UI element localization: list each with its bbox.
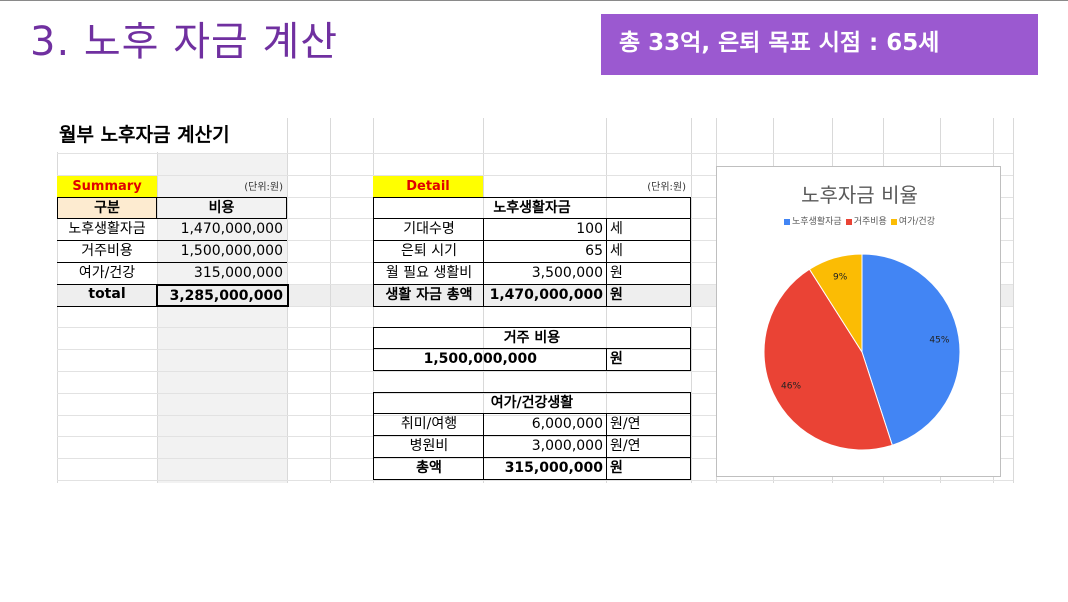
pie-slice[interactable] <box>861 253 961 446</box>
detail-unit: (단위:원) <box>647 182 686 193</box>
top-divider <box>0 0 1068 1</box>
grid-column-line <box>330 118 331 483</box>
living-total-unit[interactable]: 원 <box>606 285 691 307</box>
leisure-header: 여가/건강생활 <box>373 392 691 414</box>
legend-label: 노후생활자금 <box>792 217 842 227</box>
chart-title: 노후자금 비율 <box>801 183 918 207</box>
summary-header-cost: 비용 <box>156 197 287 219</box>
grid-row-line <box>57 393 1013 394</box>
selected-column-shade <box>157 153 287 483</box>
legend-swatch <box>784 218 791 225</box>
living-row-label[interactable]: 월 필요 생활비 <box>373 263 484 285</box>
leisure-row-unit[interactable]: 원/연 <box>606 414 691 436</box>
grid-column-line <box>1013 118 1014 483</box>
slide-title: 3. 노후 자금 계산 <box>30 19 339 65</box>
legend-swatch <box>845 218 852 225</box>
leisure-total-label[interactable]: 총액 <box>373 458 484 480</box>
pie-chart[interactable]: 노후자금 비율 노후생활자금 거주비용 여가/건강 45% 46% 9% <box>716 166 1001 477</box>
summary-row-value[interactable]: 1,470,000,000 <box>156 219 287 241</box>
summary-row-label[interactable]: 노후생활자금 <box>57 219 157 241</box>
summary-total-value[interactable]: 3,285,000,000 <box>156 284 289 307</box>
grid-row-line <box>57 153 1013 154</box>
legend-item: 노후생활자금 <box>784 217 842 227</box>
living-total-label[interactable]: 생활 자금 총액 <box>373 285 484 307</box>
living-row-label[interactable]: 기대수명 <box>373 219 484 241</box>
summary-row-label[interactable]: 거주비용 <box>57 241 157 263</box>
chart-legend: 노후생활자금 거주비용 여가/건강 <box>717 214 1002 227</box>
living-row-label[interactable]: 은퇴 시기 <box>373 241 484 263</box>
leisure-row-label[interactable]: 취미/여행 <box>373 414 484 436</box>
detail-tag: Detail <box>373 176 483 197</box>
legend-item: 거주비용 <box>845 217 887 227</box>
grid-row-line <box>57 175 1013 176</box>
leisure-total-unit[interactable]: 원 <box>606 458 691 480</box>
pie-data-label: 45% <box>929 336 949 346</box>
living-row-unit[interactable]: 원 <box>606 263 691 285</box>
leisure-row-label[interactable]: 병원비 <box>373 436 484 458</box>
leisure-total-value[interactable]: 315,000,000 <box>483 458 607 480</box>
grid-row-line <box>57 436 1013 437</box>
goal-banner: 총 33억, 은퇴 목표 시점 : 65세 <box>601 14 1038 75</box>
leisure-row-value[interactable]: 3,000,000 <box>483 436 607 458</box>
living-fund-header: 노후생활자금 <box>373 197 691 219</box>
pie-data-label: 46% <box>781 381 801 391</box>
grid-row-line <box>57 349 1013 350</box>
summary-total-label[interactable]: total <box>57 284 157 307</box>
grid-row-line <box>57 415 1013 416</box>
summary-row-value[interactable]: 1,500,000,000 <box>156 241 287 263</box>
leisure-row-unit[interactable]: 원/연 <box>606 436 691 458</box>
legend-label: 여가/건강 <box>898 217 935 227</box>
legend-label: 거주비용 <box>853 217 887 227</box>
living-row-unit[interactable]: 세 <box>606 241 691 263</box>
pie-plot: 45% 46% 9% <box>763 253 961 451</box>
grid-column-line <box>57 118 58 483</box>
summary-tag: Summary <box>57 176 157 197</box>
housing-value[interactable]: 1,500,000,000 <box>373 349 607 371</box>
housing-unit[interactable]: 원 <box>606 349 691 371</box>
pie-slice[interactable] <box>808 253 863 354</box>
leisure-row-value[interactable]: 6,000,000 <box>483 414 607 436</box>
housing-header: 거주 비용 <box>373 327 691 349</box>
living-total-value[interactable]: 1,470,000,000 <box>483 285 607 307</box>
grid-row-line <box>57 458 1013 459</box>
living-row-value[interactable]: 100 <box>483 219 607 241</box>
living-row-value[interactable]: 3,500,000 <box>483 263 607 285</box>
grid-column-line <box>691 118 692 483</box>
living-row-value[interactable]: 65 <box>483 241 607 263</box>
legend-swatch <box>890 218 897 225</box>
summary-row-value[interactable]: 315,000,000 <box>156 263 287 285</box>
sheet-title: 월부 노후자금 계산기 <box>57 118 287 152</box>
summary-header-category: 구분 <box>57 197 157 219</box>
pie-data-label: 9% <box>833 273 848 283</box>
summary-row-label[interactable]: 여가/건강 <box>57 263 157 285</box>
legend-item: 여가/건강 <box>890 217 935 227</box>
pie-slice[interactable] <box>763 268 893 451</box>
grid-row-line <box>57 480 1013 481</box>
living-row-unit[interactable]: 세 <box>606 219 691 241</box>
grid-row-line <box>57 371 1013 372</box>
summary-unit: (단위:원) <box>244 182 283 193</box>
